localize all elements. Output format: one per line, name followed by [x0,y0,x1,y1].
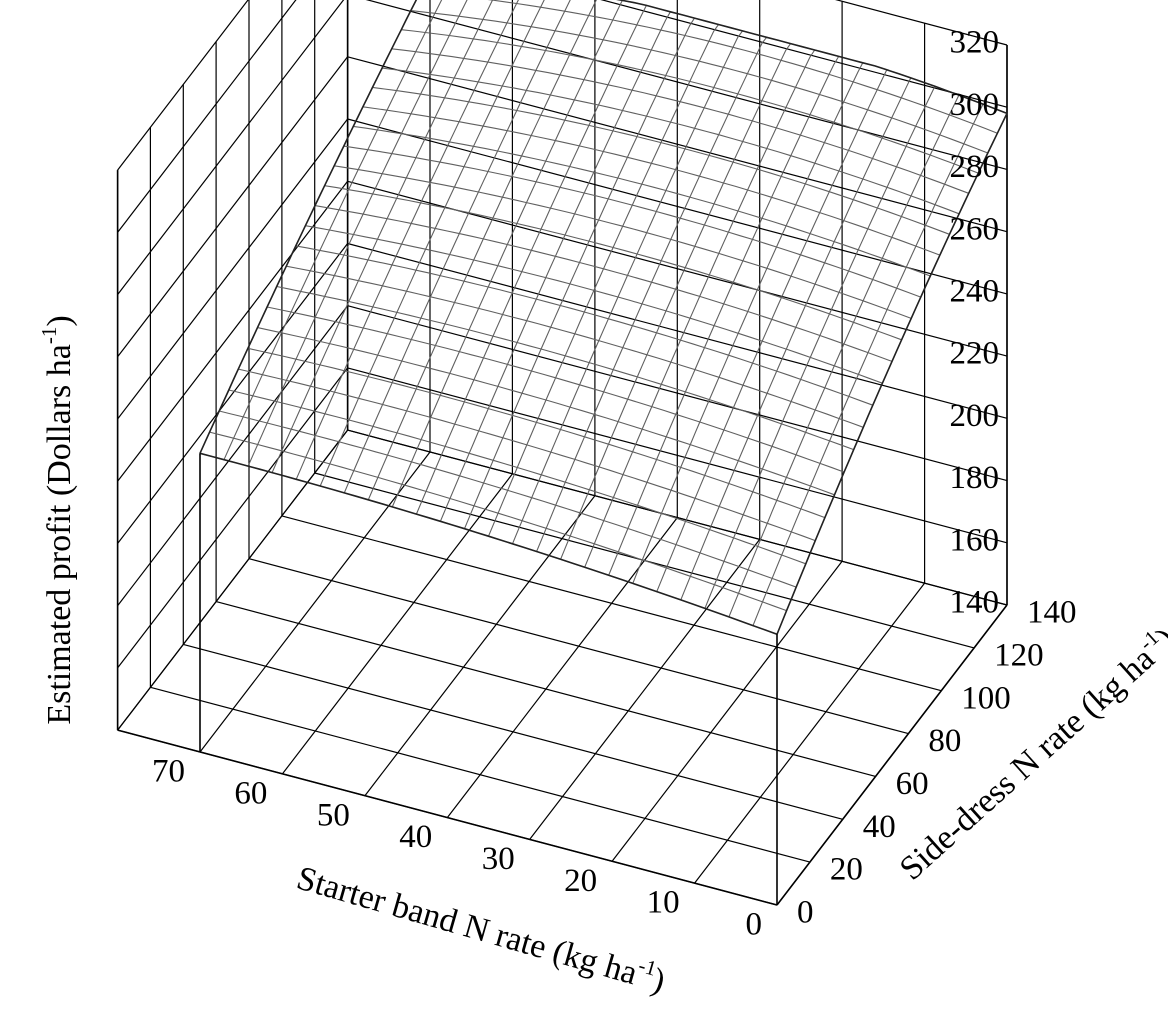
side-wall-grid-line [117,0,345,295]
x-tick-label: 10 [647,885,680,921]
floor-grid-line [446,517,678,818]
y-tick-label: 80 [928,723,961,759]
surface-mesh-line [209,431,787,612]
x-tick-label: 20 [564,863,597,899]
z-tick-label: 280 [950,149,1000,185]
surface-mesh-line [487,0,998,134]
floor-grid-line [281,473,513,775]
surface-mesh-line [295,245,873,406]
y-tick-label: 120 [994,637,1044,673]
surface-edge [199,452,778,636]
back-wall-grid-line [347,118,1008,295]
z-tick-label: 140 [950,585,1000,621]
z-axis-title: Estimated profit (Dollars ha-1) [37,315,78,724]
back-wall-grid-line [347,429,1008,606]
back-wall-grid-line [347,242,1008,419]
profit-surface [199,0,1008,905]
side-wall-grid-line [117,305,349,607]
surface-edge [615,0,1008,115]
surface-mesh-line [266,306,845,473]
side-wall-grid-line [117,56,349,358]
side-wall-grid-line [117,180,349,482]
surface-mesh-line [382,67,960,215]
z-tick-label: 160 [950,522,1000,558]
surface-mesh-line [314,205,893,362]
x-tick-label: 40 [399,819,432,855]
surface-mesh-line [276,285,854,451]
chart-walls [116,0,1008,906]
x-tick-label: 0 [746,907,763,943]
surface-mesh-line [343,145,921,298]
surface-mesh-line [219,410,797,588]
floor-grid-line [281,515,942,692]
y-tick-label: 0 [797,895,814,931]
surface-mesh-line [334,165,912,319]
surface-mesh-line [632,62,864,584]
side-wall-grid-line [117,0,297,233]
frame-edge [117,729,778,906]
surface-edge [199,0,418,454]
x-axis-title: Starter band N rate (kg ha-1) [293,856,671,1000]
floor-grid-line [150,686,811,863]
z-tick-label: 200 [950,398,1000,434]
z-tick-label: 220 [950,336,1000,372]
surface-mesh-line [353,125,931,277]
floor-grid-line [183,643,843,820]
y-tick-label: 60 [896,766,929,802]
floor-grid-line [248,558,909,735]
z-tick-label: 260 [950,211,1000,247]
surface-mesh-line [608,56,840,576]
surface-mesh-line [362,106,941,256]
x-tick-label: 70 [152,754,185,790]
surface-mesh-line [286,265,864,428]
surface-mesh-line [257,327,835,496]
surface-edge [776,113,1008,635]
back-wall-grid-line [365,0,1008,170]
y-tick-label: 140 [1027,595,1077,631]
floor-grid-line [215,601,876,777]
surface-mesh-line [228,389,806,565]
y-tick-label: 40 [863,809,896,845]
floor-grid-line [611,560,843,862]
x-tick-label: 60 [234,775,267,811]
surface-mesh-line [410,10,988,154]
x-tick-label: 50 [317,797,350,833]
surface-mesh-line [584,49,816,568]
side-wall-grid-line [117,429,349,731]
side-wall-grid-line [117,0,249,171]
floor-grid-line [694,582,926,884]
side-wall-grid-line [117,367,349,669]
back-wall-grid-line [600,0,1008,108]
side-wall-grid-line [117,118,349,420]
surface-mesh-line [372,86,950,235]
surface-mesh-line [324,185,902,341]
surface-mesh-line [391,48,969,194]
back-wall-grid-line [347,305,1008,482]
surface-mesh-line [401,29,979,174]
frame-edge [776,604,1008,906]
z-tick-label: 300 [950,87,1000,123]
z-tick-label: 180 [950,460,1000,496]
floor-grid-line [529,539,761,840]
back-wall-grid-line [347,56,1008,233]
z-tick-label: 320 [950,25,1000,61]
surface-mesh-line [305,225,883,384]
y-tick-label: 100 [961,680,1011,716]
back-wall-grid-line [347,367,1008,544]
tick-labels: 1401601802002202402602803003200102030405… [152,25,1077,943]
y-tick-label: 20 [830,852,863,888]
surface-mesh-line [271,0,494,473]
surface-mesh-line [238,368,816,542]
surface-mesh-line [199,452,778,635]
z-tick-label: 240 [950,273,1000,309]
back-wall-grid-line [835,0,1008,46]
x-tick-label: 30 [482,841,515,877]
floor-grid-line [364,495,596,797]
floor-grid-line [199,451,431,753]
side-wall-grid-line [117,243,349,544]
surface-mesh-line [247,347,826,519]
